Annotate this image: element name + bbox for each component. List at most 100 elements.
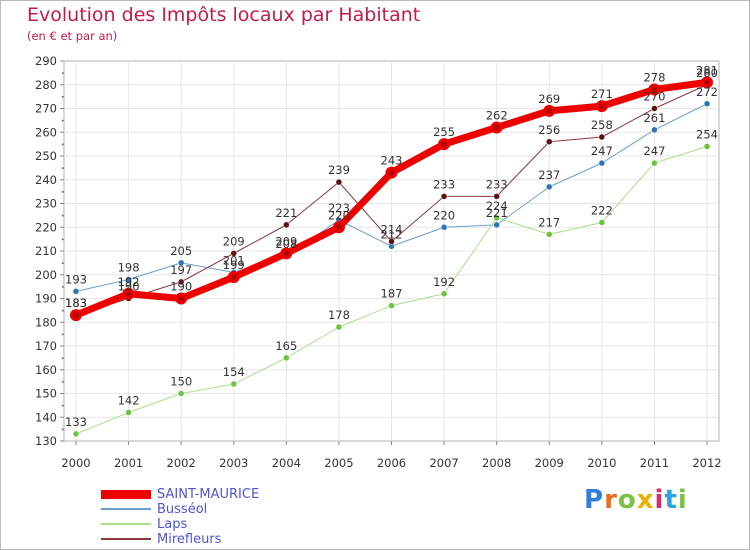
data-point-laps xyxy=(440,290,448,297)
data-point-center-saint-maurice xyxy=(651,86,658,93)
data-point-center-saint-maurice xyxy=(546,107,553,114)
data-label-buss-ol: 201 xyxy=(223,253,245,267)
data-point-center-saint-maurice xyxy=(704,79,710,86)
data-label-mirefleurs: 209 xyxy=(223,234,245,248)
y-tick-label: 170 xyxy=(35,339,57,353)
legend-swatch-buss-ol xyxy=(101,508,151,510)
x-tick-label: 2011 xyxy=(640,456,669,470)
y-minor-tick xyxy=(62,119,64,122)
y-tick-label: 230 xyxy=(35,197,57,211)
data-label-mirefleurs: 256 xyxy=(538,123,560,137)
y-minor-tick xyxy=(62,286,64,288)
data-label-mirefleurs: 214 xyxy=(381,223,403,237)
y-tick-label: 210 xyxy=(35,244,57,258)
data-point-mirefleurs xyxy=(651,105,658,112)
data-point-laps xyxy=(283,354,290,362)
legend-swatch-mirefleurs xyxy=(101,538,151,540)
logo-letter: t xyxy=(664,485,678,515)
data-label-laps: 217 xyxy=(538,215,560,229)
data-label-saint-maurice: 183 xyxy=(65,296,87,310)
data-point-center-saint-maurice xyxy=(178,295,185,302)
data-label-buss-ol: 220 xyxy=(433,208,455,222)
y-minor-tick xyxy=(62,191,64,193)
x-tick-label: 2009 xyxy=(535,456,564,470)
logo-letter: x xyxy=(636,485,655,515)
data-point-laps xyxy=(598,219,606,226)
data-label-mirefleurs: 190 xyxy=(118,280,140,294)
data-label-mirefleurs: 270 xyxy=(643,90,665,104)
data-label-mirefleurs: 239 xyxy=(328,163,350,177)
grid xyxy=(64,61,719,441)
data-point-center-saint-maurice xyxy=(441,141,448,148)
data-label-buss-ol: 237 xyxy=(538,168,560,182)
data-label-laps: 150 xyxy=(170,375,192,389)
data-label-saint-maurice: 262 xyxy=(486,109,508,123)
data-point-buss-ol xyxy=(72,288,80,295)
data-label-mirefleurs: 221 xyxy=(275,206,297,220)
y-minor-tick xyxy=(62,96,64,98)
data-label-laps: 247 xyxy=(643,144,665,158)
data-point-laps xyxy=(493,214,500,221)
y-minor-tick xyxy=(62,309,64,312)
logo-letter: i xyxy=(654,485,665,515)
y-tick-label: 220 xyxy=(35,220,57,234)
y-tick-label: 270 xyxy=(35,102,57,116)
y-minor-tick xyxy=(62,262,64,264)
data-label-laps: 254 xyxy=(696,128,718,142)
data-label-saint-maurice: 220 xyxy=(328,208,350,222)
data-point-laps xyxy=(388,302,395,309)
x-tick-label: 2001 xyxy=(114,456,143,470)
data-label-laps: 142 xyxy=(118,394,140,408)
data-point-mirefleurs xyxy=(493,193,500,200)
data-label-laps: 165 xyxy=(275,339,297,353)
y-tick-label: 290 xyxy=(35,54,57,68)
data-label-mirefleurs: 280 xyxy=(696,66,718,80)
data-label-saint-maurice: 281 xyxy=(696,63,718,77)
data-label-buss-ol: 212 xyxy=(381,227,403,241)
legend-item-laps: Laps xyxy=(101,517,341,532)
data-label-buss-ol: 198 xyxy=(118,261,140,275)
data-point-center-saint-maurice xyxy=(283,250,290,257)
legend-label-laps: Laps xyxy=(157,517,188,532)
data-point-laps xyxy=(125,409,132,416)
x-tick-label: 2006 xyxy=(377,456,406,470)
data-label-laps: 178 xyxy=(328,308,350,322)
legend-swatch-saint-maurice xyxy=(101,489,151,499)
y-tick-label: 180 xyxy=(35,315,57,329)
data-point-mirefleurs xyxy=(230,250,237,257)
data-point-laps xyxy=(651,159,658,167)
y-minor-tick xyxy=(62,143,64,146)
logo-letter: P xyxy=(584,485,605,515)
logo-letter: i xyxy=(677,485,688,515)
data-label-saint-maurice: 271 xyxy=(591,87,613,101)
data-point-mirefleurs xyxy=(283,221,290,229)
data-label-laps: 224 xyxy=(486,199,508,213)
y-tick-label: 150 xyxy=(35,387,57,401)
data-label-mirefleurs: 233 xyxy=(486,177,508,191)
data-label-mirefleurs: 233 xyxy=(433,177,455,191)
chart-subtitle: (en € et par an) xyxy=(27,29,118,43)
data-label-buss-ol: 221 xyxy=(486,206,508,220)
axes: 130 140 150 160 170 180 190 200 210 220 230 240 250 2… xyxy=(35,54,722,470)
data-label-saint-maurice: 255 xyxy=(433,125,455,139)
y-tick-label: 200 xyxy=(35,268,57,282)
data-label-laps: 154 xyxy=(223,365,245,379)
y-tick-label: 260 xyxy=(35,125,57,139)
y-tick-label: 240 xyxy=(35,173,57,187)
legend-item-buss-ol: Busséol xyxy=(101,502,341,517)
y-minor-tick xyxy=(62,238,64,241)
data-point-mirefleurs xyxy=(546,138,553,145)
data-point-laps xyxy=(703,143,711,150)
proxiti-logo: Proxiti xyxy=(584,485,688,515)
legend-swatch-laps xyxy=(101,523,151,525)
data-labels: 193 198 205 201 208 223 212 220 221 237 247 261 272 1… xyxy=(65,63,718,429)
x-tick-label: 2000 xyxy=(61,456,90,470)
x-tick-label: 2005 xyxy=(324,456,353,470)
data-point-buss-ol xyxy=(440,224,448,231)
x-tick-label: 2008 xyxy=(482,456,511,470)
data-point-mirefleurs xyxy=(598,133,606,141)
data-label-saint-maurice: 199 xyxy=(223,258,245,272)
y-tick-label: 190 xyxy=(35,292,57,306)
